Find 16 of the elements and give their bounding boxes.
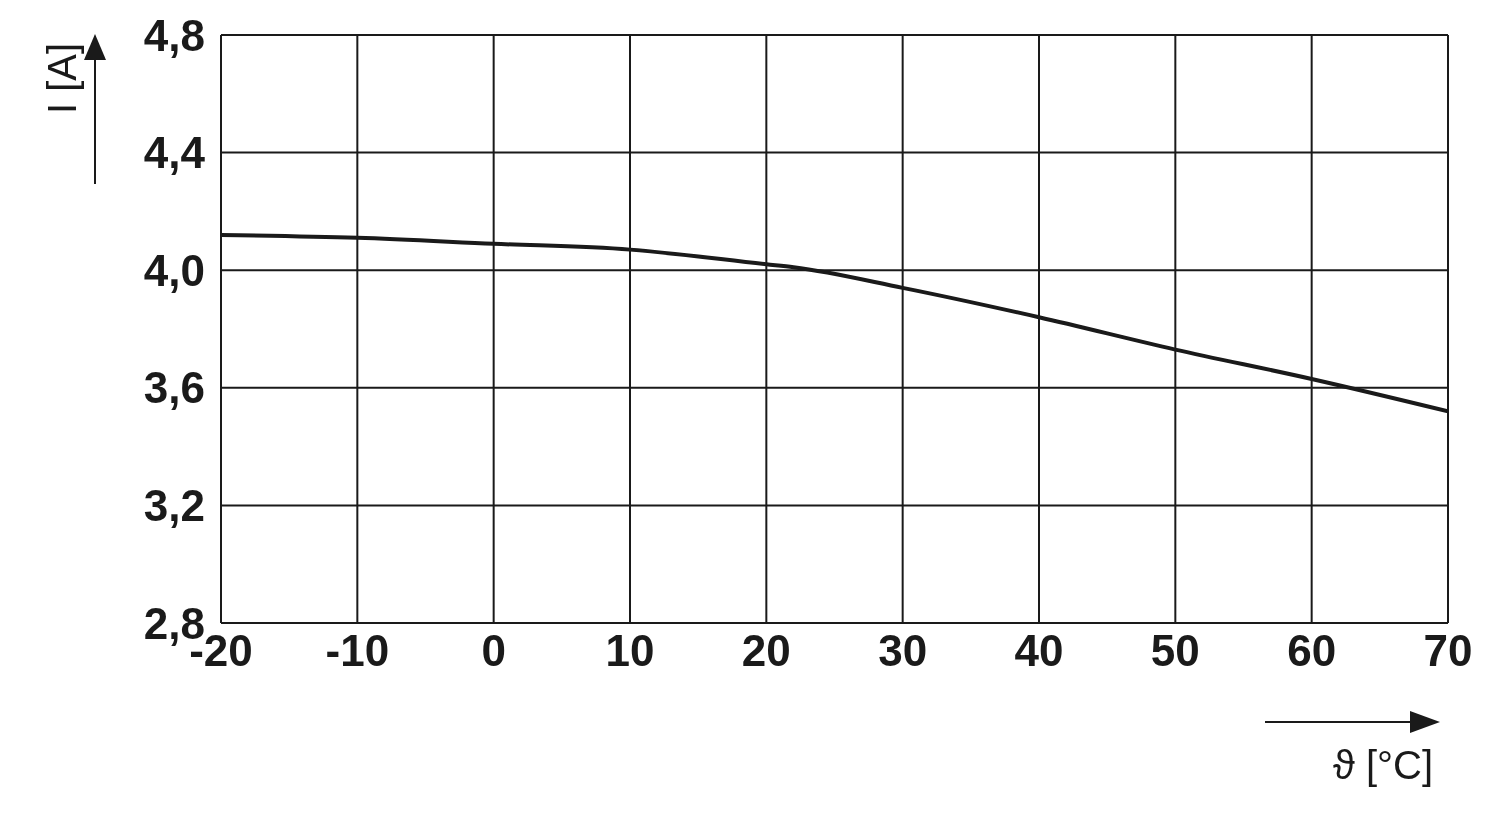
y-axis-title: I [A] <box>40 42 86 114</box>
x-tick-label: 0 <box>481 626 506 676</box>
x-tick-label: 60 <box>1287 626 1337 676</box>
x-axis-title: ϑ [°C] <box>1332 743 1433 788</box>
y-tick-label: 3,2 <box>143 481 205 531</box>
y-tick-label: 4,8 <box>143 10 205 60</box>
y-tick-label: 4,0 <box>143 245 205 295</box>
x-tick-label: 50 <box>1150 626 1200 676</box>
x-tick-label: 30 <box>878 626 928 676</box>
x-tick-label: 70 <box>1423 626 1473 676</box>
y-tick-label: 4,4 <box>143 128 206 178</box>
x-tick-label: 10 <box>605 626 655 676</box>
x-tick-label: 40 <box>1014 626 1064 676</box>
x-tick-label: 20 <box>741 626 791 676</box>
x-tick-label: -10 <box>325 626 390 676</box>
y-tick-label: 3,6 <box>143 363 205 413</box>
